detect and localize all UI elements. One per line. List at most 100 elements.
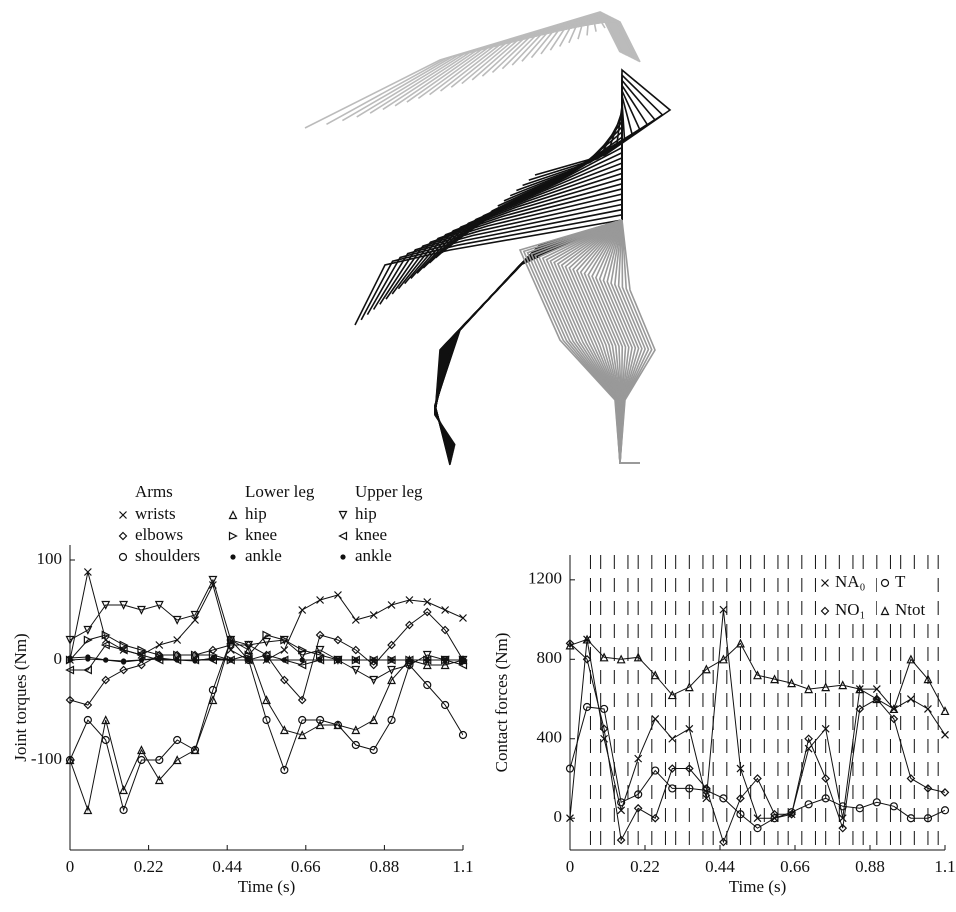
- data-point: [299, 657, 305, 663]
- data-point: [787, 809, 796, 819]
- data-point: [173, 650, 183, 660]
- data-point: [906, 695, 915, 703]
- data-point: [262, 637, 271, 647]
- x-tick-label: 0: [66, 857, 75, 876]
- data-point: [208, 575, 218, 585]
- data-point: [137, 755, 146, 765]
- series-line: [70, 639, 463, 812]
- data-point: [821, 724, 830, 733]
- data-point: [279, 635, 289, 645]
- data-point: [101, 600, 111, 610]
- data-point: [190, 650, 200, 660]
- data-point: [458, 730, 468, 740]
- data-point: [770, 809, 779, 819]
- legend-label: wrists: [135, 504, 176, 523]
- data-point: [651, 714, 660, 723]
- data-point: [261, 650, 271, 660]
- data-point: [821, 774, 831, 783]
- legend-bg: [817, 600, 873, 622]
- legend-marker: [118, 552, 128, 562]
- leg-stroke: [619, 219, 656, 464]
- x-tick-label: 0.66: [291, 857, 321, 876]
- data-point: [315, 645, 325, 655]
- data-point: [387, 715, 396, 725]
- legend-label: elbows: [135, 525, 183, 544]
- data-point: [753, 774, 762, 783]
- data-point: [441, 606, 450, 614]
- y-tick-label: 0: [54, 649, 63, 668]
- data-point: [191, 616, 199, 624]
- legend-bg: [877, 600, 933, 622]
- data-point: [315, 630, 325, 640]
- legend-bg: [817, 572, 873, 594]
- data-point: [65, 755, 75, 765]
- data-point: [804, 684, 814, 694]
- data-point: [280, 675, 289, 685]
- data-point: [651, 766, 660, 775]
- data-point: [872, 798, 881, 807]
- data-point: [735, 638, 745, 648]
- data-point: [298, 715, 307, 725]
- data-point: [83, 715, 92, 725]
- data-point: [460, 657, 466, 663]
- data-point: [101, 675, 111, 685]
- arm-stroke: [598, 19, 641, 63]
- legend-label: knee: [245, 525, 277, 544]
- data-point: [440, 660, 450, 670]
- data-point: [787, 808, 796, 817]
- data-point: [174, 657, 180, 663]
- data-point: [263, 657, 270, 663]
- data-point: [244, 640, 254, 650]
- data-point: [753, 824, 762, 833]
- data-point: [369, 675, 379, 685]
- data-point: [599, 724, 609, 734]
- data-point: [262, 715, 271, 725]
- series-line: [70, 578, 463, 681]
- data-point: [371, 657, 377, 663]
- data-point: [297, 730, 307, 740]
- data-point: [369, 745, 378, 755]
- data-point: [855, 804, 864, 813]
- y-tick-label: 400: [537, 728, 563, 747]
- data-point: [441, 700, 450, 710]
- data-point: [262, 695, 271, 705]
- body-stroke: [434, 130, 623, 454]
- legend-marker: [118, 531, 128, 541]
- data-point: [119, 600, 129, 610]
- data-point: [719, 794, 728, 803]
- data-point: [923, 784, 933, 793]
- data-point: [753, 670, 762, 680]
- data-point: [101, 715, 111, 725]
- data-point: [210, 655, 216, 661]
- data-point: [423, 598, 432, 606]
- data-point: [804, 800, 813, 809]
- data-point: [155, 641, 164, 649]
- legend-label: NO₁: [835, 600, 865, 619]
- data-point: [83, 568, 92, 576]
- data-point: [702, 784, 711, 793]
- data-point: [136, 650, 146, 660]
- data-point: [279, 725, 289, 735]
- data-point: [83, 700, 93, 710]
- x-tick-label: 0.88: [855, 857, 885, 876]
- data-point: [565, 639, 575, 648]
- data-point: [208, 695, 218, 705]
- data-point: [281, 657, 287, 663]
- data-point: [940, 806, 950, 815]
- x-tick-label: 0.22: [630, 857, 660, 876]
- data-point: [297, 695, 307, 705]
- x-tick-label: 0.66: [780, 857, 810, 876]
- data-point: [684, 764, 694, 773]
- data-point: [353, 657, 359, 663]
- data-point: [315, 715, 325, 725]
- legend-bg: [877, 572, 933, 594]
- data-point: [138, 657, 145, 663]
- data-point: [941, 730, 949, 739]
- legend-marker: [880, 606, 890, 616]
- data-point: [136, 745, 146, 755]
- data-point: [262, 630, 272, 640]
- legend-marker: [228, 510, 238, 520]
- legend-marker: [820, 606, 830, 616]
- legend-marker: [338, 531, 348, 541]
